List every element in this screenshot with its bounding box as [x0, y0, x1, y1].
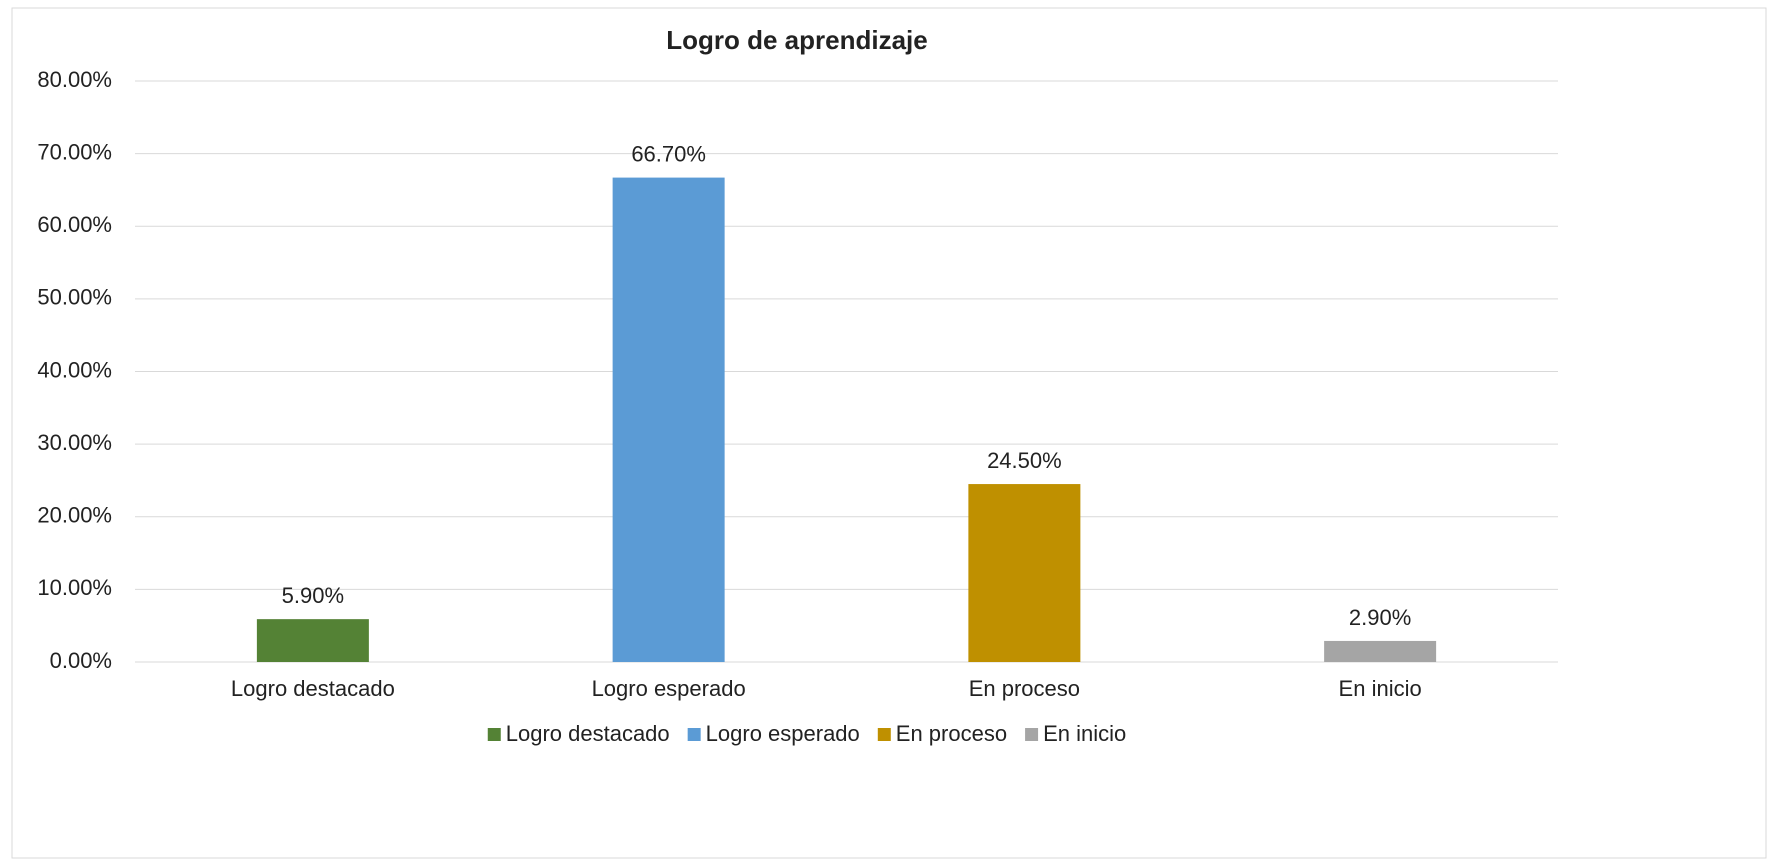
legend-label: Logro destacado [506, 721, 670, 746]
data-label: 5.90% [282, 583, 344, 608]
y-tick-label: 50.00% [37, 285, 112, 310]
y-tick-label: 60.00% [37, 212, 112, 237]
legend-label: En proceso [896, 721, 1007, 746]
legend-swatch [1025, 728, 1039, 741]
bar [256, 619, 369, 662]
chart-border [11, 7, 1767, 859]
legend-swatch [687, 728, 701, 741]
bar [1324, 640, 1437, 662]
legend-label: Logro esperado [706, 721, 860, 746]
x-tick-label: En proceso [969, 676, 1080, 701]
bar [968, 484, 1081, 662]
legend-label: En inicio [1043, 721, 1126, 746]
x-tick-label: En inicio [1339, 676, 1422, 701]
bar [612, 177, 725, 662]
y-tick-label: 70.00% [37, 139, 112, 164]
y-tick-label: 10.00% [37, 575, 112, 600]
x-tick-label: Logro esperado [592, 676, 746, 701]
legend-swatch [877, 728, 891, 741]
y-tick-label: 20.00% [37, 503, 112, 528]
y-tick-label: 0.00% [50, 648, 112, 673]
y-tick-label: 80.00% [37, 67, 112, 92]
y-tick-label: 30.00% [37, 430, 112, 455]
data-label: 24.50% [987, 448, 1062, 473]
chart-title: Logro de aprendizaje [666, 25, 928, 55]
data-label: 2.90% [1349, 605, 1411, 630]
x-tick-label: Logro destacado [231, 676, 395, 701]
y-tick-label: 40.00% [37, 357, 112, 382]
legend-swatch [487, 728, 501, 741]
data-label: 66.70% [631, 141, 706, 166]
